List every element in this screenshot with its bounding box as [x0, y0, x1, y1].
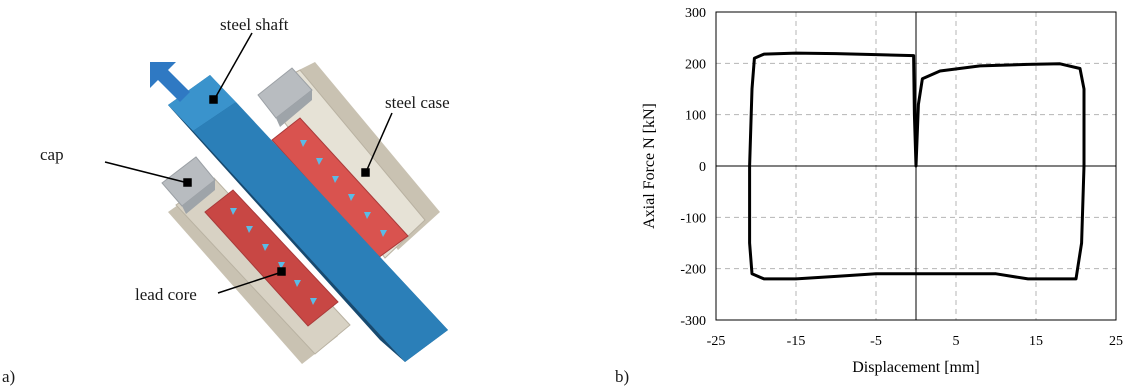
y-tick-label: -100	[680, 211, 706, 226]
lead-core-lower	[204, 189, 339, 327]
leader-lines	[104, 32, 393, 294]
x-axis-label: Displacement [mm]	[852, 359, 980, 376]
arrow-up-left-icon	[150, 62, 190, 102]
hysteresis-chart: -25 -15 -5 5 15 25 300 200 100 0 -100 -200 -300 Dis…	[641, 6, 1123, 376]
y-tick-label: -200	[680, 263, 706, 278]
steel-shaft	[168, 75, 448, 362]
label-steel-shaft: steel shaft	[220, 15, 289, 34]
y-tick-label: 200	[685, 57, 706, 72]
x-tick-label: 5	[953, 334, 960, 349]
chart-series	[748, 51, 1086, 281]
x-tick-label: -25	[707, 334, 726, 349]
y-tick-label: 300	[685, 6, 706, 21]
panel-b-tag: b)	[615, 367, 629, 386]
y-axis-label: Axial Force N [kN]	[641, 103, 658, 229]
x-tick-label: 25	[1109, 334, 1123, 349]
x-tick-labels: -25 -15 -5 5 15 25	[707, 334, 1123, 349]
label-lead-core: lead core	[135, 285, 197, 304]
panel-a-illustration: steel shaft steel case cap lead core a)	[2, 15, 450, 386]
hysteresis-loop-line	[748, 51, 1086, 281]
y-tick-label: -300	[680, 314, 706, 329]
x-tick-label: -15	[787, 334, 806, 349]
panel-a-tag: a)	[2, 367, 15, 386]
x-tick-label: 15	[1029, 334, 1043, 349]
y-tick-labels: 300 200 100 0 -100 -200 -300	[680, 6, 706, 329]
label-cap: cap	[40, 145, 64, 164]
flow-arrow-icon	[230, 140, 387, 305]
y-tick-label: 100	[685, 109, 706, 124]
x-tick-label: -5	[870, 334, 882, 349]
y-tick-label: 0	[699, 160, 706, 175]
label-steel-case: steel case	[385, 93, 450, 112]
